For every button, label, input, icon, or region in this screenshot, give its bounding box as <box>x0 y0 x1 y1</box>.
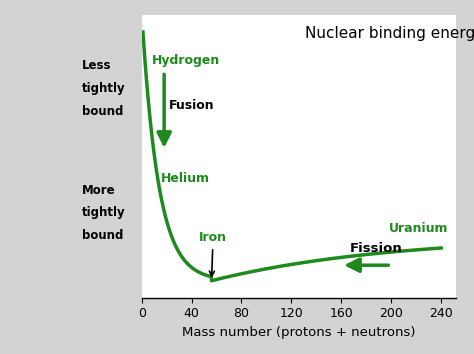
Text: Less: Less <box>82 59 111 72</box>
Text: Iron: Iron <box>199 231 227 276</box>
Text: Nuclear binding energy: Nuclear binding energy <box>305 26 474 41</box>
Text: Fission: Fission <box>350 242 403 255</box>
Text: Fusion: Fusion <box>169 99 215 112</box>
Text: tightly: tightly <box>82 82 126 95</box>
Text: bound: bound <box>82 105 123 118</box>
Text: bound: bound <box>82 229 123 242</box>
Text: Hydrogen: Hydrogen <box>152 54 220 67</box>
Text: Uranium: Uranium <box>389 222 448 235</box>
Text: More: More <box>82 184 116 197</box>
X-axis label: Mass number (protons + neutrons): Mass number (protons + neutrons) <box>182 326 416 339</box>
Text: Helium: Helium <box>160 172 210 185</box>
Text: tightly: tightly <box>82 206 126 219</box>
